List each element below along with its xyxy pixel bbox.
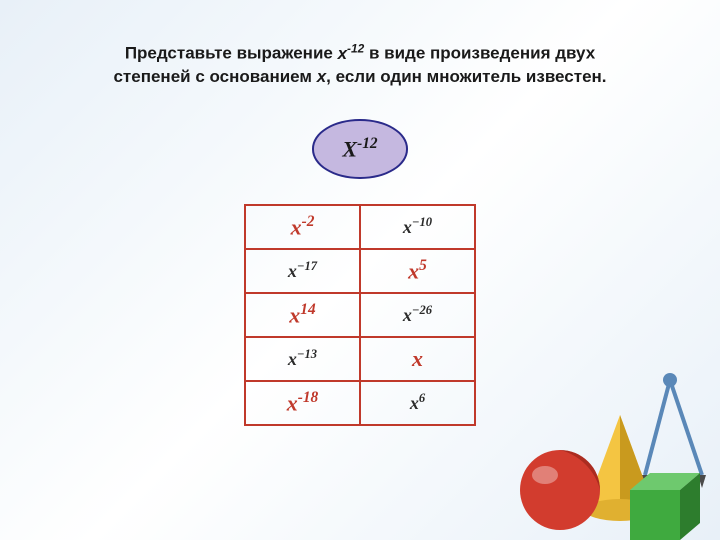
sphere-icon <box>520 450 600 530</box>
table-cell: х5 <box>360 249 475 293</box>
cell-var: x <box>403 305 412 325</box>
table-row: х-18x6 <box>245 381 475 425</box>
ellipse-sup: -12 <box>357 135 378 152</box>
table-cell: x−10 <box>360 205 475 249</box>
cell-var: x <box>288 261 297 281</box>
cell-var: x <box>410 393 419 413</box>
cell-sup: −17 <box>297 259 317 273</box>
table-row: x−13 х <box>245 337 475 381</box>
table-cell: x−26 <box>360 293 475 337</box>
cell-var: х <box>412 346 423 371</box>
cell-sup: −13 <box>297 347 317 361</box>
title-line1-pre: Представьте выражение <box>125 44 338 63</box>
cell-var: х <box>287 390 298 415</box>
title-line1-var: х <box>338 44 347 63</box>
ellipse-container: Х-12 <box>40 119 680 178</box>
cell-var: x <box>403 217 412 237</box>
table-row: х14x−26 <box>245 293 475 337</box>
table-cell: х-18 <box>245 381 360 425</box>
cell-sup: -18 <box>298 389 319 406</box>
cell-sup: 5 <box>419 257 427 274</box>
table-cell: х14 <box>245 293 360 337</box>
slide-title: Представьте выражение х-12 в виде произв… <box>40 40 680 89</box>
table-row: х-2x−10 <box>245 205 475 249</box>
cell-sup: 6 <box>419 391 425 405</box>
cell-var: х <box>289 302 300 327</box>
cell-sup: −26 <box>412 303 432 317</box>
slide: Представьте выражение х-12 в виде произв… <box>0 0 720 540</box>
expression-ellipse: Х-12 <box>312 119 407 178</box>
cell-sup: -2 <box>302 213 315 230</box>
cell-var: х <box>291 214 302 239</box>
title-line1-post: в виде произведения двух <box>364 44 595 63</box>
title-line2-post: , если один множитель известен. <box>326 67 606 86</box>
title-line1-sup: -12 <box>347 41 364 55</box>
ellipse-var: Х <box>342 137 357 162</box>
table-row: x−17х5 <box>245 249 475 293</box>
cell-var: x <box>288 349 297 369</box>
table-container: х-2x−10x−17х5х14x−26x−13хх-18x6 <box>40 204 680 426</box>
cell-sup: 14 <box>300 301 315 318</box>
title-line2-pre: степеней с основанием <box>113 67 316 86</box>
expression-table-body: х-2x−10x−17х5х14x−26x−13хх-18x6 <box>245 205 475 425</box>
table-cell: х-2 <box>245 205 360 249</box>
table-cell: x6 <box>360 381 475 425</box>
cell-sup: −10 <box>412 215 432 229</box>
title-line2-var: х <box>317 67 326 86</box>
table-cell: x−17 <box>245 249 360 293</box>
cell-var: х <box>408 258 419 283</box>
expression-table: х-2x−10x−17х5х14x−26x−13хх-18x6 <box>244 204 476 426</box>
table-cell: x−13 <box>245 337 360 381</box>
table-cell: х <box>360 337 475 381</box>
cube-icon <box>630 473 700 540</box>
cone-icon <box>585 415 655 521</box>
